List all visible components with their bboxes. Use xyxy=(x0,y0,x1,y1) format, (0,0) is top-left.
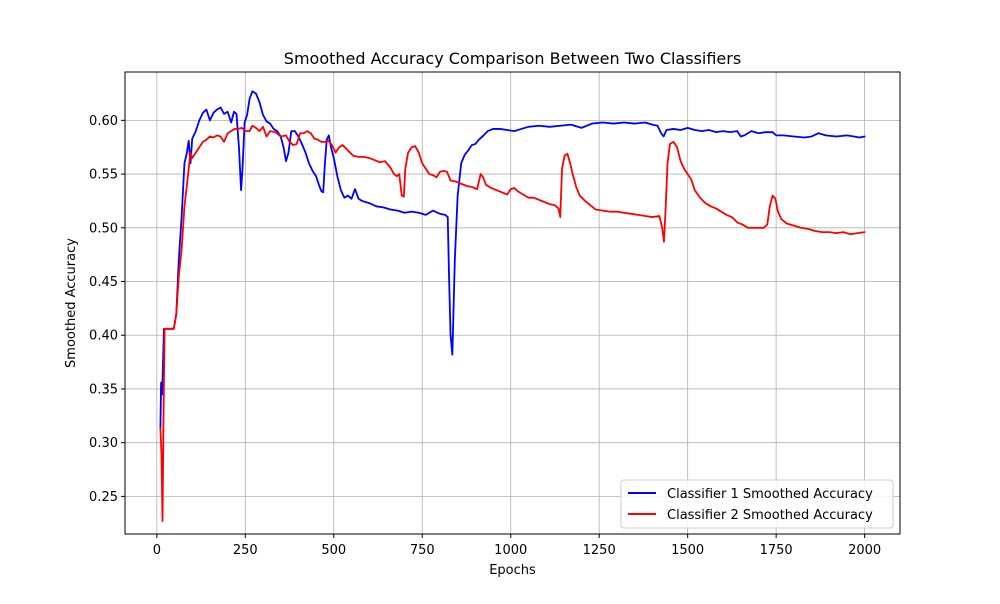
y-axis-label: Smoothed Accuracy xyxy=(64,238,79,368)
chart-title: Smoothed Accuracy Comparison Between Two… xyxy=(284,49,741,68)
series-line-classifier-1 xyxy=(159,90,866,430)
x-tick-label: 0 xyxy=(153,543,161,558)
x-tick-label: 1750 xyxy=(760,543,793,558)
y-tick-label: 0.55 xyxy=(89,168,118,183)
x-tick-label: 500 xyxy=(321,543,346,558)
series-line-classifier-2 xyxy=(159,124,866,523)
y-tick-label: 0.50 xyxy=(89,221,118,236)
y-tick-label: 0.35 xyxy=(89,382,118,397)
x-tick-label: 1000 xyxy=(494,543,527,558)
axis-ticks: 0 250 500 750 1000 1250 1500 1750 2000 0.25 0.30 0.… xyxy=(89,114,881,558)
y-tick-label: 0.30 xyxy=(89,436,118,451)
y-tick-label: 0.40 xyxy=(89,329,118,344)
legend-box xyxy=(620,479,894,529)
x-tick-label: 1500 xyxy=(671,543,704,558)
y-tick-label: 0.45 xyxy=(89,275,118,290)
x-tick-label: 1250 xyxy=(583,543,616,558)
x-tick-label: 2000 xyxy=(848,543,881,558)
y-tick-label: 0.60 xyxy=(89,114,118,129)
x-tick-label: 250 xyxy=(233,543,258,558)
y-tick-label: 0.25 xyxy=(89,490,118,505)
legend-label-classifier-1: Classifier 1 Smoothed Accuracy xyxy=(667,487,873,502)
x-tick-label: 750 xyxy=(410,543,435,558)
legend-label-classifier-2: Classifier 2 Smoothed Accuracy xyxy=(667,508,873,523)
x-axis-label: Epochs xyxy=(489,563,536,578)
legend: Classifier 1 Smoothed Accuracy Classifie… xyxy=(620,479,894,529)
plot-area-frame xyxy=(124,71,901,535)
series-group xyxy=(159,90,866,523)
